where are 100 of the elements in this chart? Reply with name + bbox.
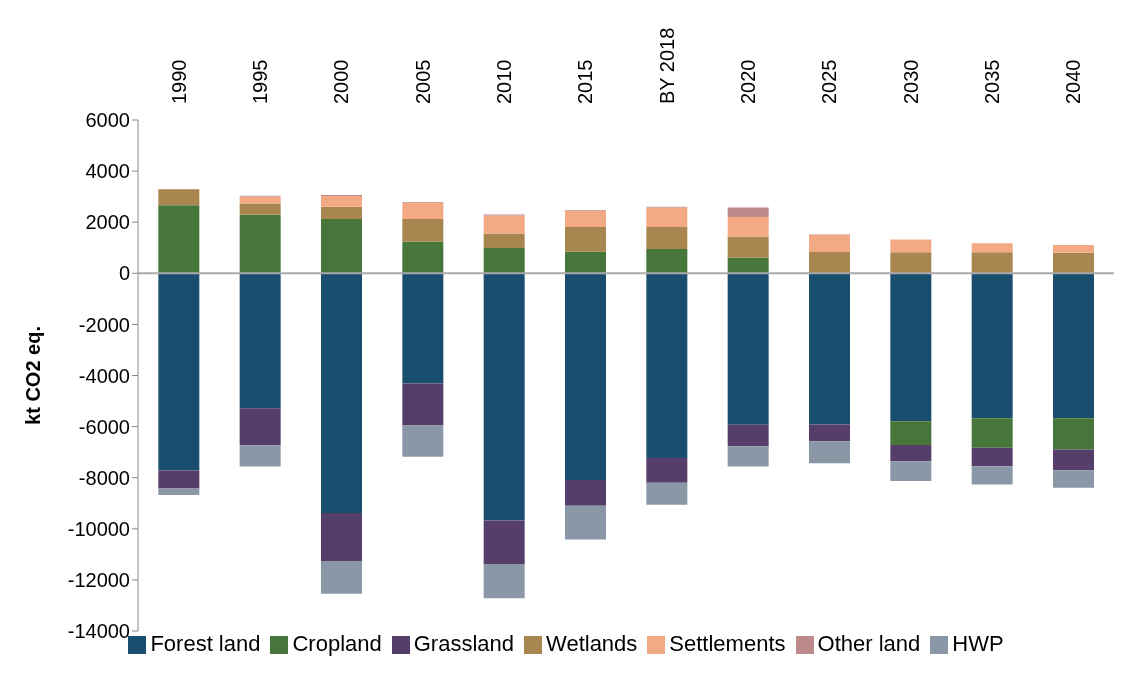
bar (158, 189, 200, 206)
bar (239, 408, 281, 446)
bar (565, 505, 606, 540)
y-tick-label: -10000 (67, 517, 130, 540)
bar (971, 447, 1013, 467)
x-tick-label: 2000 (330, 59, 353, 104)
y-tick-label: 2000 (85, 211, 130, 234)
bar (727, 273, 769, 425)
x-tick-label: 2010 (493, 59, 515, 104)
y-tick-label: -8000 (78, 466, 130, 489)
bar (809, 441, 850, 464)
bar (727, 446, 769, 467)
bar (321, 560, 362, 594)
bar (971, 243, 1013, 253)
x-tick-label: 2025 (818, 59, 841, 104)
bar (890, 421, 932, 445)
bar (239, 273, 281, 409)
bar (402, 241, 444, 274)
bar (158, 488, 200, 496)
bar (565, 227, 606, 252)
legend-label: Grassland (413, 631, 515, 656)
bar (483, 248, 525, 274)
bar (890, 273, 932, 422)
bar (809, 234, 850, 253)
x-tick-label: 2015 (574, 59, 597, 104)
bar (239, 203, 281, 215)
bar (646, 273, 688, 459)
bar (1053, 244, 1094, 253)
bar (565, 210, 606, 228)
bar (402, 273, 444, 384)
bar (1053, 470, 1094, 488)
bar (646, 207, 688, 228)
bar (239, 196, 281, 204)
bar (971, 252, 1013, 274)
bar (646, 249, 688, 274)
bar (483, 273, 525, 521)
legend-label: Forest land (150, 631, 261, 656)
bar (402, 202, 444, 219)
bar (727, 217, 769, 237)
bar (971, 273, 1013, 419)
bar (890, 461, 932, 482)
legend-label: HWP (952, 631, 1004, 656)
bar (402, 383, 444, 426)
bar (971, 418, 1013, 448)
bar (321, 273, 362, 513)
y-tick-label: -12000 (67, 569, 130, 591)
bar (727, 207, 769, 218)
bar (565, 251, 606, 274)
bar (402, 218, 444, 242)
bar (483, 564, 525, 599)
x-tick-label: BY 2018 (655, 27, 678, 104)
bar (890, 239, 932, 253)
bar (809, 273, 850, 425)
bar (565, 480, 606, 506)
bar (809, 252, 850, 274)
bar (483, 520, 525, 565)
y-tick-label: 6000 (85, 109, 130, 132)
y-tick-label: -2000 (78, 313, 130, 336)
bar (321, 512, 362, 561)
bar (646, 482, 688, 505)
bar (809, 424, 850, 442)
bar (402, 425, 444, 457)
bar (158, 470, 200, 489)
bar (565, 273, 606, 480)
bar (321, 195, 362, 207)
x-tick-label: 2005 (411, 59, 434, 104)
legend-label: Other land (817, 631, 921, 656)
y-tick-label: 0 (118, 262, 130, 285)
y-tick-label: -4000 (78, 364, 130, 387)
x-tick-label: 2040 (1062, 59, 1085, 104)
bar (727, 257, 769, 274)
bar (239, 214, 281, 274)
bar (239, 445, 281, 467)
legend-label: Cropland (292, 631, 382, 656)
bar (890, 445, 932, 462)
bar (1053, 418, 1094, 450)
bar (971, 466, 1013, 485)
bar (727, 424, 769, 447)
y-axis-title: kt CO2 eq. (22, 326, 45, 425)
bar (158, 273, 200, 471)
legend-label: Wetlands (546, 631, 638, 656)
x-tick-label: 2030 (899, 59, 922, 104)
bar (646, 227, 688, 250)
bar (321, 206, 362, 219)
legend-label: Settlements (669, 631, 786, 656)
bar (890, 252, 932, 274)
y-tick-label: -6000 (78, 415, 130, 438)
bar (1053, 449, 1094, 471)
bar (158, 205, 200, 274)
bar (1053, 252, 1094, 274)
x-tick-label: 1995 (249, 59, 271, 104)
bar (321, 218, 362, 274)
x-tick-label: 2020 (737, 59, 759, 104)
bar (727, 236, 769, 258)
bar (483, 215, 525, 234)
x-tick-label: 1990 (167, 59, 190, 104)
bar (646, 458, 688, 483)
y-tick-label: 4000 (85, 160, 130, 183)
x-tick-label: 2035 (981, 59, 1003, 104)
bar (1053, 273, 1094, 419)
